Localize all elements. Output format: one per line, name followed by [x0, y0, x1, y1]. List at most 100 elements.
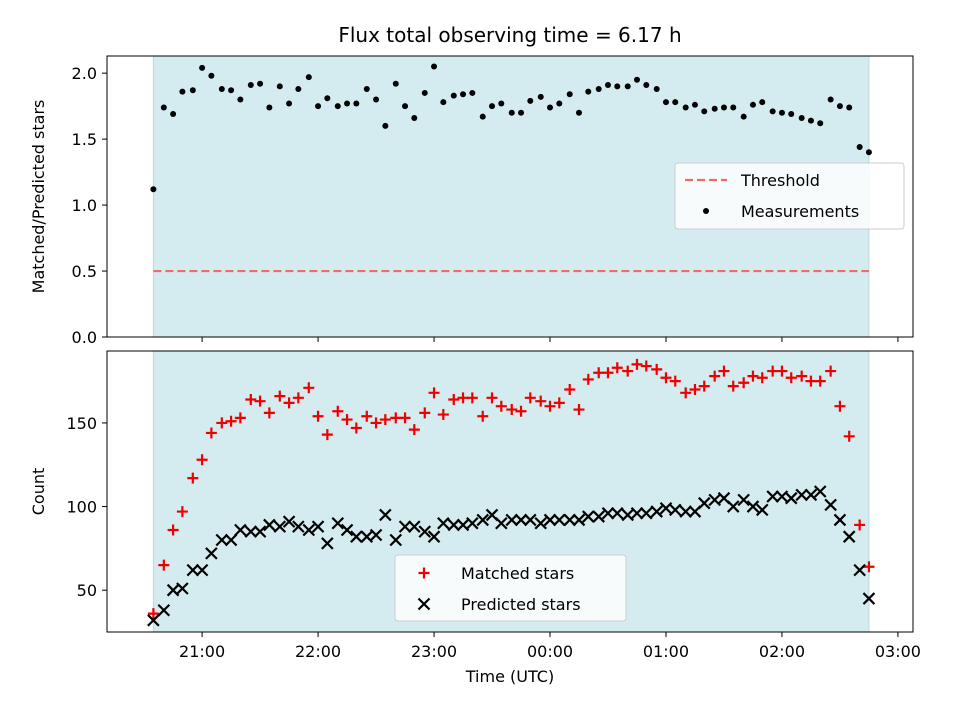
measurement-point [431, 63, 438, 70]
measurement-point [556, 100, 563, 107]
matched-star-point [776, 365, 788, 377]
predicted-star-point [224, 533, 238, 547]
matched-star-point [553, 397, 565, 409]
measurement-point [778, 109, 785, 116]
y-tick-label: 150 [66, 414, 97, 433]
legend-threshold-label: Threshold [740, 171, 820, 190]
matched-star-point [245, 394, 257, 406]
matched-star-point [176, 506, 188, 518]
predicted-star-point [398, 520, 412, 533]
predicted-star-point [340, 523, 354, 537]
predicted-star-point [746, 500, 760, 513]
matched-star-point [187, 472, 199, 484]
matched-star-point [466, 392, 478, 404]
predicted-star-point [408, 520, 421, 533]
matched-star-point [216, 417, 228, 429]
measurement-point [170, 111, 177, 118]
predicted-star-point [427, 530, 441, 543]
measurement-point [286, 100, 293, 107]
y-tick-label: 1.5 [72, 130, 97, 149]
predicted-star-point [668, 503, 682, 517]
measurement-point [537, 93, 544, 100]
matched-star-point [814, 375, 826, 387]
measurement-point [382, 122, 389, 129]
measurement-point [266, 104, 273, 111]
measurement-point [353, 100, 360, 107]
predicted-star-point [582, 510, 595, 523]
matched-star-point [689, 383, 701, 395]
x-tick-label: 01:00 [643, 642, 689, 661]
matched-star-point [225, 415, 237, 427]
measurement-point [160, 104, 167, 111]
matched-star-point [390, 412, 402, 424]
predicted-star-point [389, 533, 403, 547]
measurement-point [392, 80, 399, 87]
predicted-star-point [514, 513, 528, 527]
matched-star-point [651, 363, 663, 375]
matched-star-point [350, 422, 362, 434]
measurement-point [479, 113, 486, 120]
matched-star-point [524, 392, 536, 404]
ratio-panel: 0.0 0.5 1.0 1.5 2.0 Matched/Predicted stars Th… [29, 55, 914, 347]
predicted-star-point [862, 592, 876, 605]
x-tick-label: 21:00 [179, 642, 225, 661]
matched-star-point [573, 404, 585, 416]
predicted-star-point [302, 523, 316, 537]
legend-predicted-label: Predicted stars [461, 595, 581, 614]
matched-star-point [205, 427, 217, 439]
matched-star-point [448, 394, 460, 406]
legend-bottom: Matched stars Predicted stars [394, 554, 627, 622]
predicted-star-point [379, 508, 392, 522]
measurement-point [295, 85, 302, 92]
matched-star-point [640, 360, 652, 372]
matched-star-point [796, 370, 808, 382]
predicted-star-point [592, 510, 605, 523]
matched-star-point [437, 409, 449, 421]
matched-star-point [341, 414, 353, 426]
legend-measurements-label: Measurements [741, 202, 859, 221]
matched-star-point [660, 372, 672, 384]
predicted-star-point [234, 523, 247, 537]
predicted-star-point [205, 547, 218, 560]
matched-star-point [582, 373, 594, 385]
predicted-star-point [737, 493, 750, 507]
matched-star-point [419, 407, 431, 419]
y-tick-label: 1.0 [72, 196, 97, 215]
measurement-point [324, 95, 331, 102]
matched-star-point [274, 390, 286, 402]
measurement-point [218, 85, 225, 92]
matched-star-point [234, 412, 246, 424]
measurement-point [653, 85, 660, 92]
measurement-point [817, 120, 824, 127]
predicted-star-point [505, 513, 519, 527]
y-tick-label: 2.0 [72, 64, 97, 83]
matched-star-point [254, 395, 266, 407]
predicted-star-point [563, 513, 577, 527]
matched-star-point [283, 397, 295, 409]
matched-star-point [727, 380, 739, 392]
x-tick-label: 02:00 [759, 642, 805, 661]
measurement-point [498, 100, 505, 107]
measurement-point [788, 111, 795, 118]
measurement-point [363, 85, 370, 92]
legend-predicted-swatch [417, 597, 431, 611]
measurement-point [643, 82, 650, 89]
y-tick-label: 0.5 [72, 262, 97, 281]
matched-star-point [428, 387, 440, 399]
measurement-point [595, 85, 602, 92]
measurement-point [179, 88, 186, 95]
chart-title: Flux total observing time = 6.17 h [338, 23, 681, 47]
matched-star-point [495, 400, 507, 412]
matched-star-point [622, 365, 634, 377]
predicted-star-point [466, 517, 479, 530]
measurement-point [691, 101, 698, 108]
matched-star-point [303, 382, 315, 394]
measurement-point [489, 103, 496, 110]
predicted-star-point [679, 505, 692, 518]
measurement-point [547, 104, 554, 111]
matched-star-point [698, 380, 710, 392]
legend-box [674, 162, 905, 230]
measurement-point [682, 104, 689, 111]
matched-star-point [756, 372, 768, 384]
